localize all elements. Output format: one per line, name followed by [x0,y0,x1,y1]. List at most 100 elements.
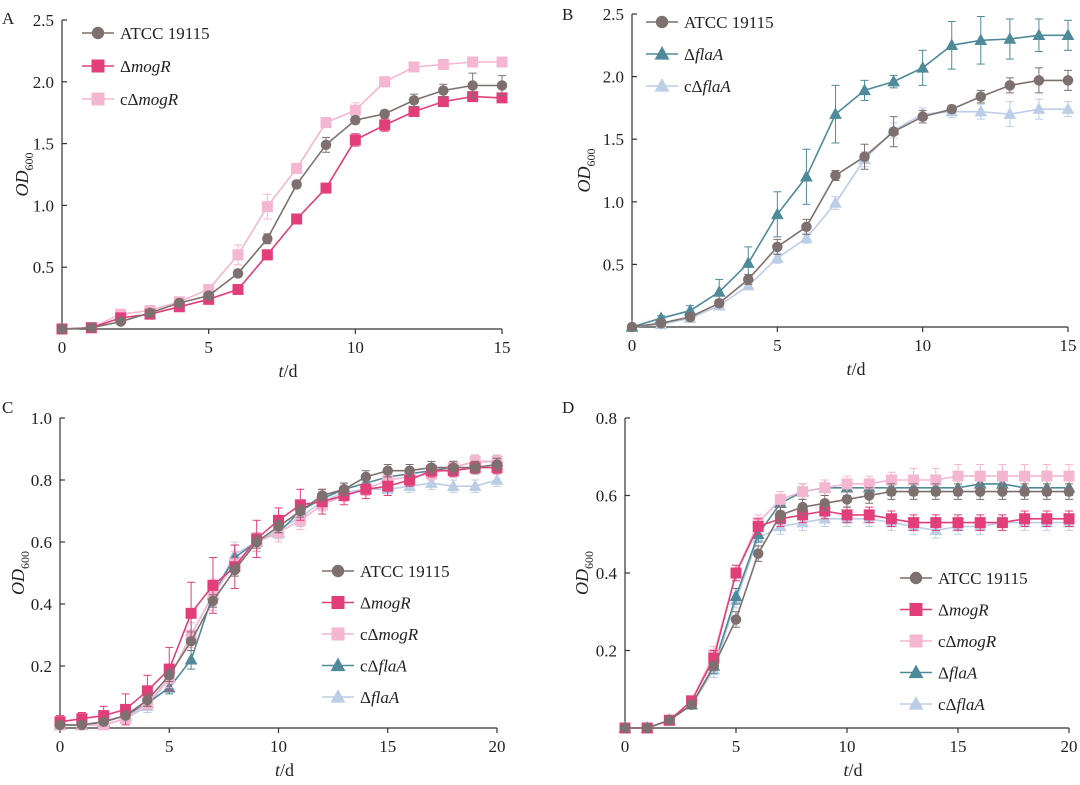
legend-label: ΔmogR [938,601,989,620]
data-point [917,111,928,122]
legend: ATCC 19115 ΔmogR cΔmogR [82,24,210,109]
data-point [1063,513,1075,525]
data-point [316,490,328,501]
legend-marker [330,689,346,703]
data-point [229,564,241,576]
data-point [708,660,720,672]
y-tick-label: 2.5 [33,11,54,30]
series-ΔmogR [619,502,1075,734]
data-point [819,482,831,494]
data-point [437,96,449,108]
data-point [448,462,459,473]
legend-marker [331,627,345,641]
data-point [120,710,131,721]
y-tick-label: 0.6 [31,533,52,552]
data-point [1019,486,1030,497]
data-point [887,74,900,87]
x-tick-label: 20 [489,737,506,756]
legend-label: cΔflaA [938,695,985,714]
legend-label: cΔmogR [360,625,419,644]
panel-letter: B [562,5,573,24]
data-point [1003,107,1017,119]
data-point [490,473,504,485]
x-tick-label: 15 [1060,336,1077,355]
series-line [60,463,498,726]
data-point [996,470,1008,482]
data-point [997,486,1008,497]
data-point [261,249,273,261]
data-point [801,221,812,233]
data-point [800,231,813,243]
series-line [60,460,497,726]
data-point [752,521,764,532]
data-point [164,670,175,681]
data-point [945,38,959,51]
data-point [1041,470,1053,482]
data-point [974,104,988,117]
legend-label: ATCC 19115 [938,569,1028,588]
data-point [468,479,482,491]
data-point [829,196,842,208]
data-point [98,716,109,728]
data-point [664,715,675,726]
data-point [930,486,942,497]
data-point [975,91,987,102]
data-point [885,513,897,525]
data-point [996,517,1008,529]
legend-marker [654,78,670,92]
x-tick-label: 15 [950,737,967,756]
series-line [61,61,502,330]
data-point [295,505,306,517]
data-point [974,517,986,529]
data-point [619,722,631,734]
legend-marker [91,92,105,106]
y-tick-label: 0.5 [33,258,54,277]
data-point [655,317,667,329]
data-point [819,498,831,509]
legend-label: ATCC 19115 [120,24,210,43]
legend-marker [908,664,924,679]
y-tick-label: 2.0 [603,68,624,87]
data-point [338,484,350,495]
data-point [952,486,964,497]
data-point [1041,513,1053,525]
x-tick-label: 15 [379,737,396,756]
data-point [686,699,697,710]
data-point [886,486,897,497]
y-tick-label: 1.0 [31,409,52,428]
series-line [61,95,503,330]
x-axis-title: t/d [278,361,297,381]
data-point [775,509,786,521]
x-tick-label: 0 [628,336,637,355]
legend: ATCC 19115 ΔmogR cΔmogR ΔflaA cΔflaA [900,569,1028,714]
data-point [752,548,764,559]
legend-marker [91,59,105,73]
data-point [730,614,742,625]
legend-label: ΔmogR [120,57,171,76]
data-point [713,297,725,309]
data-point [349,134,361,146]
chart-panel-A: 0 5 10 15 0.5 1.0 1.5 2.0 2.5 At/d OD600 ATCC 19115… [2,9,511,381]
data-point [1004,80,1016,91]
x-tick-label: 0 [621,737,630,756]
y-tick-label: 2.0 [33,73,54,92]
data-point [144,307,156,319]
data-point [1041,486,1053,497]
chart-panel-D: 0 5 10 15 20 0.2 0.4 0.6 0.8 Dt/d OD600 ATCC 19115 Δ… [562,398,1078,780]
data-point [946,103,957,115]
data-point [916,61,930,73]
legend-marker [331,564,345,578]
data-point [262,233,273,245]
data-point [1033,75,1045,86]
data-point [349,104,361,116]
y-tick-label: 1.0 [33,196,54,215]
legend-label: ΔmogR [360,594,411,613]
legend-label: cΔflaA [360,657,407,676]
x-tick-label: 5 [204,338,213,357]
data-point [408,105,420,117]
y-tick-label: 1.5 [33,135,54,154]
legend: ATCC 19115 ΔflaA cΔflaA [646,13,774,96]
data-point [320,182,332,194]
data-point [1019,470,1031,482]
